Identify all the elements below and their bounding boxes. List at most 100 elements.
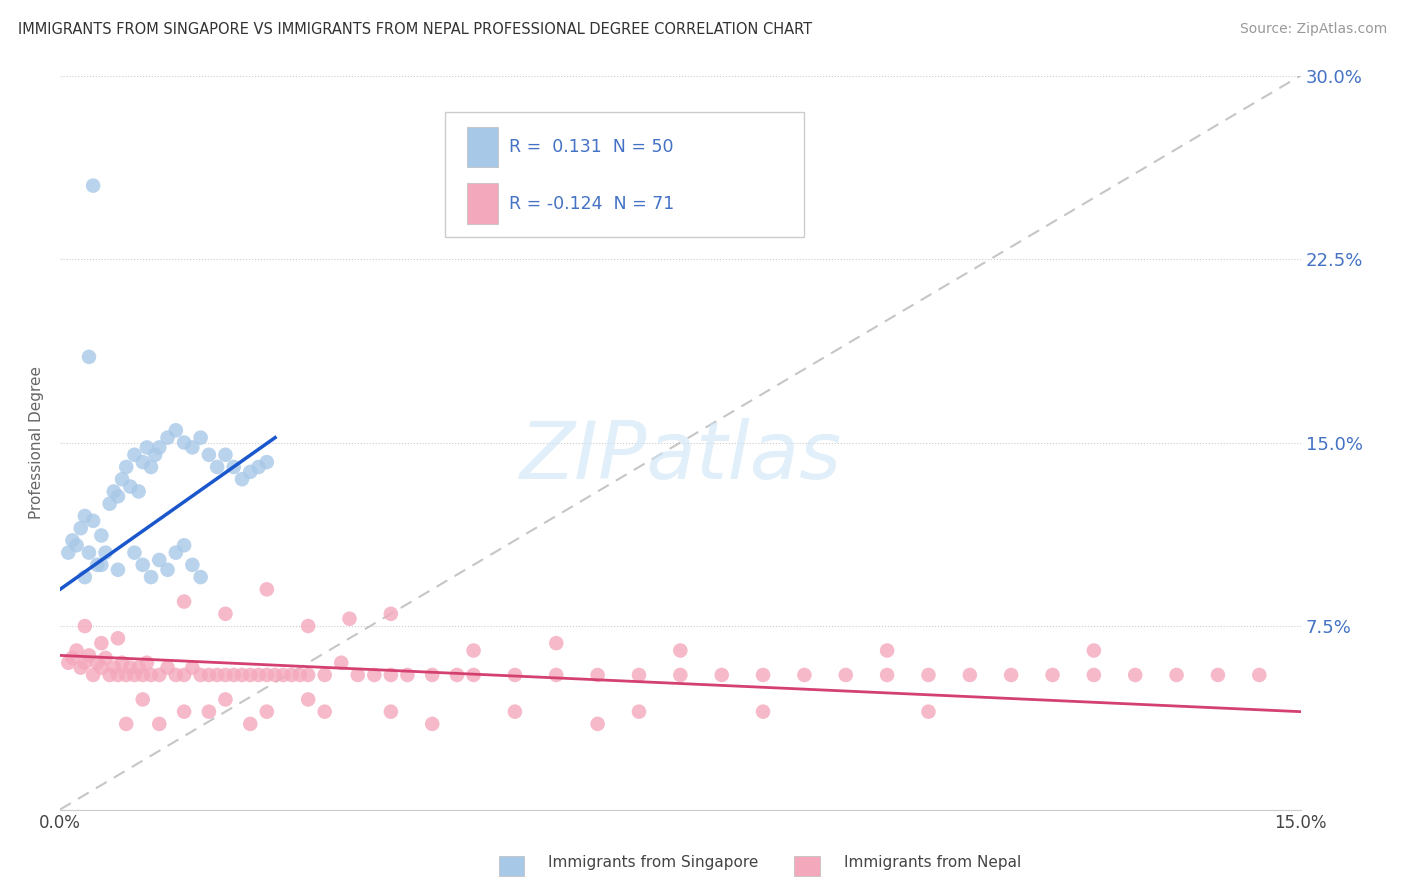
Point xyxy=(1042,668,1064,682)
Point xyxy=(173,538,195,552)
Point xyxy=(128,484,150,499)
Point xyxy=(205,668,228,682)
Text: ZIPatlas: ZIPatlas xyxy=(519,418,841,496)
Point xyxy=(181,660,204,674)
Point xyxy=(173,705,195,719)
Point xyxy=(173,668,195,682)
Point xyxy=(120,479,142,493)
Point xyxy=(546,636,568,650)
Text: R = -0.124  N = 71: R = -0.124 N = 71 xyxy=(509,195,675,213)
Point xyxy=(115,668,138,682)
Point xyxy=(1206,668,1229,682)
Point xyxy=(793,668,815,682)
Point xyxy=(165,423,187,437)
Point xyxy=(256,668,278,682)
Point xyxy=(446,668,468,682)
Point xyxy=(94,650,117,665)
Point xyxy=(198,705,221,719)
Point xyxy=(124,448,146,462)
Point xyxy=(139,570,162,584)
Point xyxy=(86,558,108,572)
Text: Source: ZipAtlas.com: Source: ZipAtlas.com xyxy=(1240,22,1388,37)
Point xyxy=(314,668,336,682)
Point xyxy=(181,558,204,572)
Point xyxy=(132,668,155,682)
Point xyxy=(330,656,353,670)
Text: Immigrants from Singapore: Immigrants from Singapore xyxy=(548,855,759,870)
Point xyxy=(247,668,270,682)
Point xyxy=(98,668,121,682)
Point xyxy=(111,656,134,670)
Point xyxy=(256,582,278,597)
Point xyxy=(917,705,939,719)
Point xyxy=(173,435,195,450)
Point xyxy=(132,455,155,469)
Point xyxy=(205,460,228,475)
Point xyxy=(124,668,146,682)
Point xyxy=(503,705,526,719)
Point xyxy=(627,668,650,682)
Point xyxy=(86,656,108,670)
Point xyxy=(190,570,212,584)
Point xyxy=(503,668,526,682)
Point xyxy=(77,648,100,663)
Point xyxy=(876,668,898,682)
Point xyxy=(1000,668,1022,682)
Point xyxy=(103,660,125,674)
Point xyxy=(420,668,443,682)
Point xyxy=(148,441,170,455)
Point xyxy=(135,656,157,670)
Point xyxy=(58,546,80,560)
Point xyxy=(420,717,443,731)
Point xyxy=(165,668,187,682)
Point xyxy=(115,717,138,731)
Point xyxy=(139,460,162,475)
Point xyxy=(77,350,100,364)
Point xyxy=(73,619,96,633)
Point xyxy=(107,563,129,577)
Point xyxy=(198,448,221,462)
Point xyxy=(103,484,125,499)
Point xyxy=(380,607,402,621)
Point xyxy=(1166,668,1188,682)
Point xyxy=(959,668,981,682)
Point xyxy=(222,668,245,682)
Text: IMMIGRANTS FROM SINGAPORE VS IMMIGRANTS FROM NEPAL PROFESSIONAL DEGREE CORRELATI: IMMIGRANTS FROM SINGAPORE VS IMMIGRANTS … xyxy=(18,22,813,37)
Point xyxy=(546,668,568,682)
Point xyxy=(62,650,84,665)
Point xyxy=(239,717,262,731)
Point xyxy=(132,692,155,706)
Point xyxy=(380,668,402,682)
Point xyxy=(62,533,84,548)
Point xyxy=(669,643,692,657)
Point xyxy=(65,643,87,657)
Point xyxy=(173,594,195,608)
Point xyxy=(73,656,96,670)
Point xyxy=(752,705,775,719)
Point xyxy=(165,546,187,560)
Point xyxy=(669,668,692,682)
Point xyxy=(77,546,100,560)
Point xyxy=(256,455,278,469)
Point xyxy=(917,668,939,682)
Point xyxy=(69,660,91,674)
FancyBboxPatch shape xyxy=(444,112,804,237)
Point xyxy=(198,668,221,682)
Point xyxy=(363,668,385,682)
Point xyxy=(297,692,319,706)
Point xyxy=(139,668,162,682)
Point xyxy=(181,441,204,455)
Bar xyxy=(467,184,498,224)
Point xyxy=(214,448,236,462)
Point xyxy=(82,514,104,528)
Point xyxy=(214,692,236,706)
Y-axis label: Professional Degree: Professional Degree xyxy=(30,366,44,519)
Point xyxy=(120,660,142,674)
Point xyxy=(135,441,157,455)
Point xyxy=(1083,643,1105,657)
Point xyxy=(256,705,278,719)
Point xyxy=(752,668,775,682)
Point xyxy=(156,431,179,445)
Point xyxy=(463,643,485,657)
Point xyxy=(396,668,419,682)
